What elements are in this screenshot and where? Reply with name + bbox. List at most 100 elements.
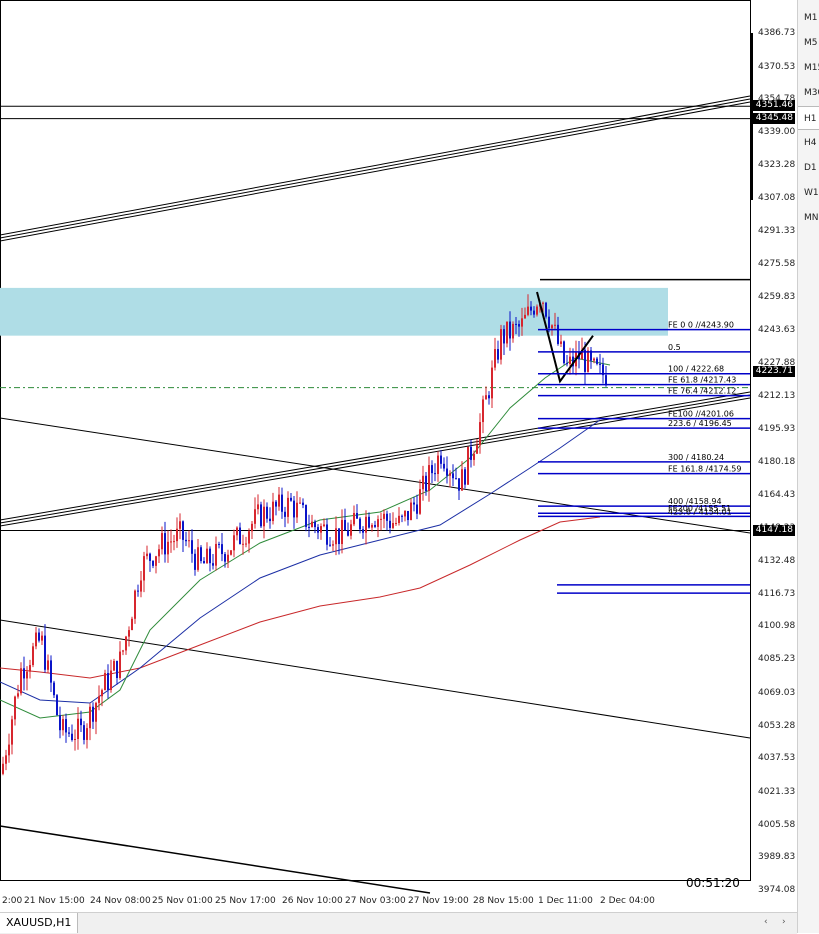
candle-body [119, 651, 121, 679]
candle-body [104, 673, 106, 691]
candle-body [455, 478, 457, 480]
candle-body [581, 349, 583, 360]
candle-body [29, 665, 31, 672]
candle-body [353, 512, 355, 525]
candle-body [233, 535, 235, 551]
candle-body [86, 728, 88, 740]
candle-body [206, 548, 208, 564]
price-axis-label: 4069.03 [758, 687, 796, 698]
candle-body [605, 375, 607, 385]
timeframe-mn[interactable]: MN [804, 213, 819, 223]
candle-body [155, 556, 157, 566]
candle-body [530, 306, 532, 311]
candle-body [383, 513, 385, 519]
candle-body [446, 468, 448, 476]
trend-channel-line [0, 98, 751, 239]
price-axis-label: 4100.98 [758, 621, 796, 632]
candle-body [443, 463, 445, 469]
candle-body [590, 350, 592, 361]
price-axis-label: 4339.00 [758, 127, 796, 138]
candle-body [491, 367, 493, 399]
timeframe-d1[interactable]: D1 [804, 163, 817, 173]
candle-body [239, 527, 241, 545]
candle-body [278, 494, 280, 507]
candle-body [212, 563, 214, 566]
candle-body [515, 323, 517, 325]
candle-body [329, 544, 331, 546]
candle-body [548, 316, 550, 329]
price-axis-label: 4212.13 [758, 390, 796, 401]
candle-body [479, 422, 481, 446]
candle-body [467, 446, 469, 485]
candle-body [50, 660, 52, 683]
timeframe-m30[interactable]: M30 [804, 88, 819, 98]
candle-body [260, 504, 262, 527]
candle-body [386, 513, 388, 521]
price-axis-label: 4227.88 [758, 357, 796, 368]
timeframe-h4[interactable]: H4 [804, 138, 817, 148]
candle-body [416, 504, 418, 514]
candle-body [506, 321, 508, 344]
candle-body [596, 358, 598, 364]
candle-body [323, 524, 325, 527]
candle-body [245, 543, 247, 545]
price-axis-label: 4354.78 [758, 94, 795, 104]
candle-body [407, 510, 409, 521]
candle-body [32, 646, 34, 666]
candle-body [377, 519, 379, 527]
candle-body [293, 500, 295, 518]
candle-body [566, 363, 568, 365]
candle-body [146, 553, 148, 557]
scroll-right-icon[interactable]: › [782, 917, 786, 927]
timeframe-h1[interactable]: H1 [798, 106, 819, 130]
candle-body [356, 512, 358, 519]
candle-body [365, 516, 367, 533]
candle-body [77, 718, 79, 740]
candle-body [194, 553, 196, 570]
tab-xauusd-h1[interactable]: XAUUSD,H1 [0, 913, 79, 933]
price-chart[interactable]: FE 0 0 //4243.90 0.5 100 / 4222.68 FE 61.8 … [0, 0, 797, 912]
price-tag: 4223.71 [753, 365, 795, 377]
candle-body [518, 324, 520, 327]
candle-body [497, 349, 499, 360]
candle-body [191, 540, 193, 554]
candle-body [185, 539, 187, 542]
candle-body [410, 502, 412, 521]
candle-body [308, 526, 310, 528]
candle-body [473, 453, 475, 460]
candle-body [362, 529, 364, 533]
fib-level-label: FE 61.8 /4217.43 [668, 376, 736, 385]
ma-fast [0, 357, 611, 719]
timeframe-panel: M1 M5 M15 M30 H1 H4 D1 W1 MN [797, 0, 819, 933]
fib-level-label: FE 161.8 /4174.59 [668, 465, 741, 474]
timeframe-m5[interactable]: M5 [804, 38, 818, 48]
candle-body [290, 497, 292, 501]
timeframe-m15[interactable]: M15 [804, 63, 819, 73]
candle-body [227, 554, 229, 562]
candle-body [485, 395, 487, 400]
price-axis-label: 3974.08 [758, 885, 796, 895]
candle-body [257, 504, 259, 510]
time-axis-label: 26 Nov 10:00 [282, 896, 343, 906]
trend-channel-line [0, 391, 751, 521]
candle-body [59, 715, 61, 731]
price-axis-label: 4021.33 [758, 786, 796, 797]
candle-body [197, 547, 199, 570]
scroll-left-icon[interactable]: ‹ [764, 917, 768, 927]
candle-body [116, 660, 118, 679]
timeframe-m1[interactable]: M1 [804, 13, 818, 23]
candle-body [560, 341, 562, 344]
time-axis-label: 27 Nov 03:00 [345, 896, 406, 906]
candle-body [275, 501, 277, 507]
candle-body [263, 506, 265, 527]
candle-body [458, 478, 460, 491]
candle-body [428, 465, 430, 491]
candle-body [20, 668, 22, 694]
candle-body [326, 524, 328, 545]
candle-body [341, 519, 343, 545]
candle-body [272, 501, 274, 522]
timeframe-w1[interactable]: W1 [804, 188, 819, 198]
candle-body [404, 510, 406, 517]
candle-body [392, 523, 394, 528]
price-tag: 4345.48 [753, 112, 795, 124]
